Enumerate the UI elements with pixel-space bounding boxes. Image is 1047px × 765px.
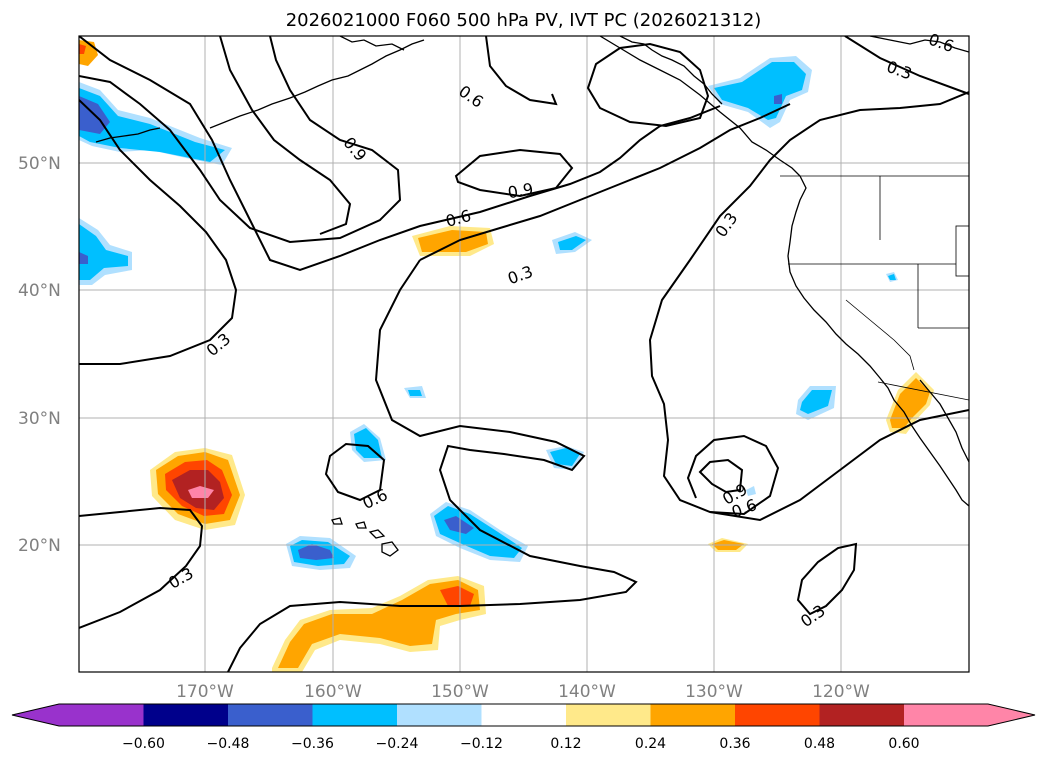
colorbar-tick: −0.60 [122, 736, 165, 752]
colorbar-tick: −0.36 [291, 736, 334, 752]
colorbar-segment [481, 704, 567, 726]
colorbar-segment [566, 704, 651, 726]
colorbar-tick: 0.60 [888, 736, 919, 752]
lon-label-140w: 140°W [558, 682, 616, 702]
colorbar-tick: −0.48 [207, 736, 250, 752]
lat-label-30n: 30°N [18, 409, 61, 429]
lon-label-130w: 130°W [685, 682, 743, 702]
graticule [79, 36, 969, 672]
map-title: 2026021000 F060 500 hPa PV, IVT PC (2026… [285, 10, 762, 31]
latitude-labels: 50°N 40°N 30°N 20°N [18, 154, 61, 556]
colorbar-tick: −0.24 [376, 736, 419, 752]
colorbar-segment [650, 704, 736, 726]
lat-label-20n: 20°N [18, 536, 61, 556]
lat-label-50n: 50°N [18, 154, 61, 174]
colorbar-segment [397, 704, 482, 726]
colorbar-outline [11, 703, 1036, 727]
colorbar-tick: 0.24 [635, 736, 666, 752]
colorbar-segment [735, 704, 820, 726]
colorbar-segment [12, 704, 144, 726]
colorbar-tick: 0.48 [804, 736, 835, 752]
colorbar-tick: 0.36 [719, 736, 750, 752]
lon-label-150w: 150°W [431, 682, 489, 702]
map-frame [78, 35, 970, 673]
colorbar-tick: −0.12 [460, 736, 503, 752]
lon-label-160w: 160°W [304, 682, 362, 702]
contour-label: 0.9 [506, 179, 534, 202]
lat-label-40n: 40°N [18, 281, 61, 301]
colorbar-segment [904, 704, 1035, 726]
pv-contours [79, 36, 969, 672]
colorbar-tick: 0.12 [550, 736, 581, 752]
coastlines [95, 36, 969, 557]
colorbar-segment [228, 704, 313, 726]
lon-label-170w: 170°W [176, 682, 234, 702]
colorbar: −0.60 −0.48 −0.36 −0.24 −0.12 0.12 0.24 … [11, 703, 1036, 752]
lon-label-120w: 120°W [812, 682, 870, 702]
political-borders [780, 175, 969, 401]
map-panel: 0.6 0.9 0.9 0.6 0.6 0.3 0.3 0.3 0.3 0.6 … [78, 30, 970, 673]
longitude-labels: 170°W 160°W 150°W 140°W 130°W 120°W [176, 682, 870, 702]
colorbar-segment [819, 704, 905, 726]
colorbar-segment [312, 704, 398, 726]
colorbar-segment [143, 704, 229, 726]
